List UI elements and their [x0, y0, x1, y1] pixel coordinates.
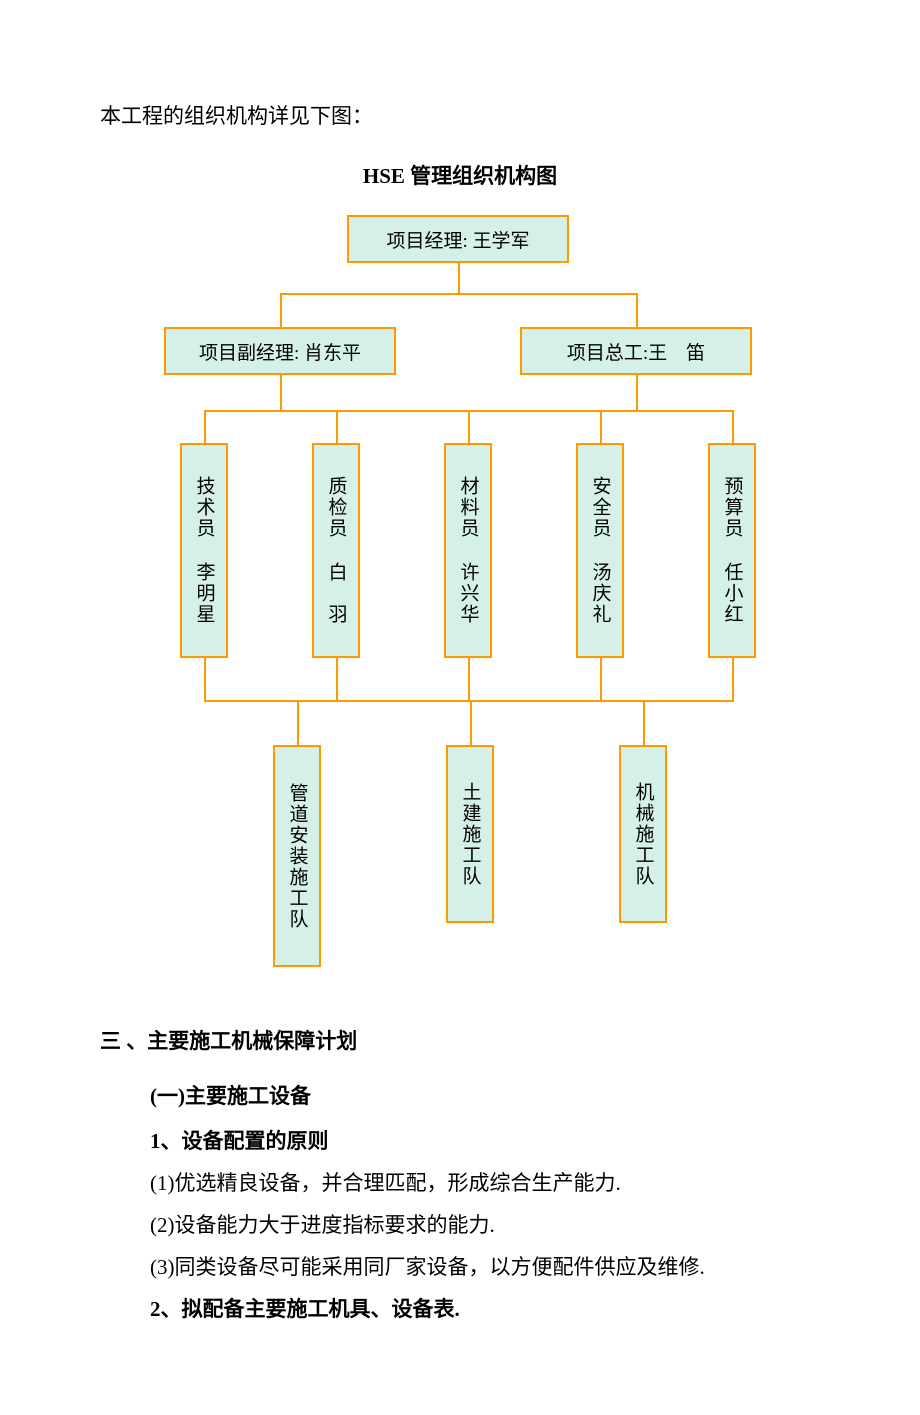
- org-connector: [280, 293, 638, 295]
- sub-heading-1: (一)主要施工设备: [150, 1080, 820, 1110]
- org-connector: [336, 410, 338, 445]
- paragraph-1-item-3: (3)同类设备尽可能采用同厂家设备，以方便配件供应及维修.: [150, 1251, 820, 1281]
- org-connector: [468, 410, 470, 445]
- org-connector: [732, 410, 734, 445]
- org-connector: [636, 375, 638, 412]
- document-page: 本工程的组织机构详见下图： HSE 管理组织机构图 项目经理: 王学军项目副经理…: [0, 0, 920, 1415]
- org-connector: [204, 410, 206, 445]
- paragraph-1-item-1: (1)优选精良设备，并合理匹配，形成综合生产能力.: [150, 1167, 820, 1197]
- paragraph-1-title: 1、设备配置的原则: [150, 1125, 820, 1155]
- org-node-level2-1: 项目总工:王 笛: [520, 327, 752, 375]
- org-node-level3-2: 材料员 许兴华: [444, 443, 492, 658]
- org-chart-title: HSE 管理组织机构图: [100, 160, 820, 190]
- org-connector: [470, 700, 472, 747]
- org-chart: 项目经理: 王学军项目副经理: 肖东平 项目总工:王 笛技术员 李明星 质检员 白 …: [100, 215, 820, 975]
- org-connector: [297, 700, 299, 747]
- org-node-level4-2: 机械施工队: [619, 745, 667, 923]
- org-node-level3-4: 预算员 任小红: [708, 443, 756, 658]
- org-connector: [280, 375, 282, 412]
- org-connector: [600, 658, 602, 702]
- org-node-level2-0: 项目副经理: 肖东平: [164, 327, 396, 375]
- org-node-level3-1: 质检员 白 羽: [312, 443, 360, 658]
- org-connector: [636, 293, 638, 329]
- org-node-level4-0: 管道安装施工队: [273, 745, 321, 967]
- section-heading-3: 三 、主要施工机械保障计划: [100, 1025, 820, 1055]
- org-node-level4-1: 土建施工队: [446, 745, 494, 923]
- intro-text: 本工程的组织机构详见下图：: [100, 100, 820, 130]
- org-connector: [336, 658, 338, 702]
- org-connector: [204, 700, 734, 702]
- org-connector: [458, 263, 460, 295]
- org-node-root: 项目经理: 王学军: [347, 215, 569, 263]
- org-connector: [468, 658, 470, 702]
- paragraph-2-title: 2、拟配备主要施工机具、设备表.: [150, 1293, 820, 1323]
- org-node-level3-0: 技术员 李明星: [180, 443, 228, 658]
- org-connector: [643, 700, 645, 747]
- org-connector: [204, 658, 206, 702]
- org-connector: [600, 410, 602, 445]
- paragraph-1-item-2: (2)设备能力大于进度指标要求的能力.: [150, 1209, 820, 1239]
- org-connector: [280, 293, 282, 329]
- org-node-level3-3: 安全员 汤庆礼: [576, 443, 624, 658]
- org-connector: [732, 658, 734, 702]
